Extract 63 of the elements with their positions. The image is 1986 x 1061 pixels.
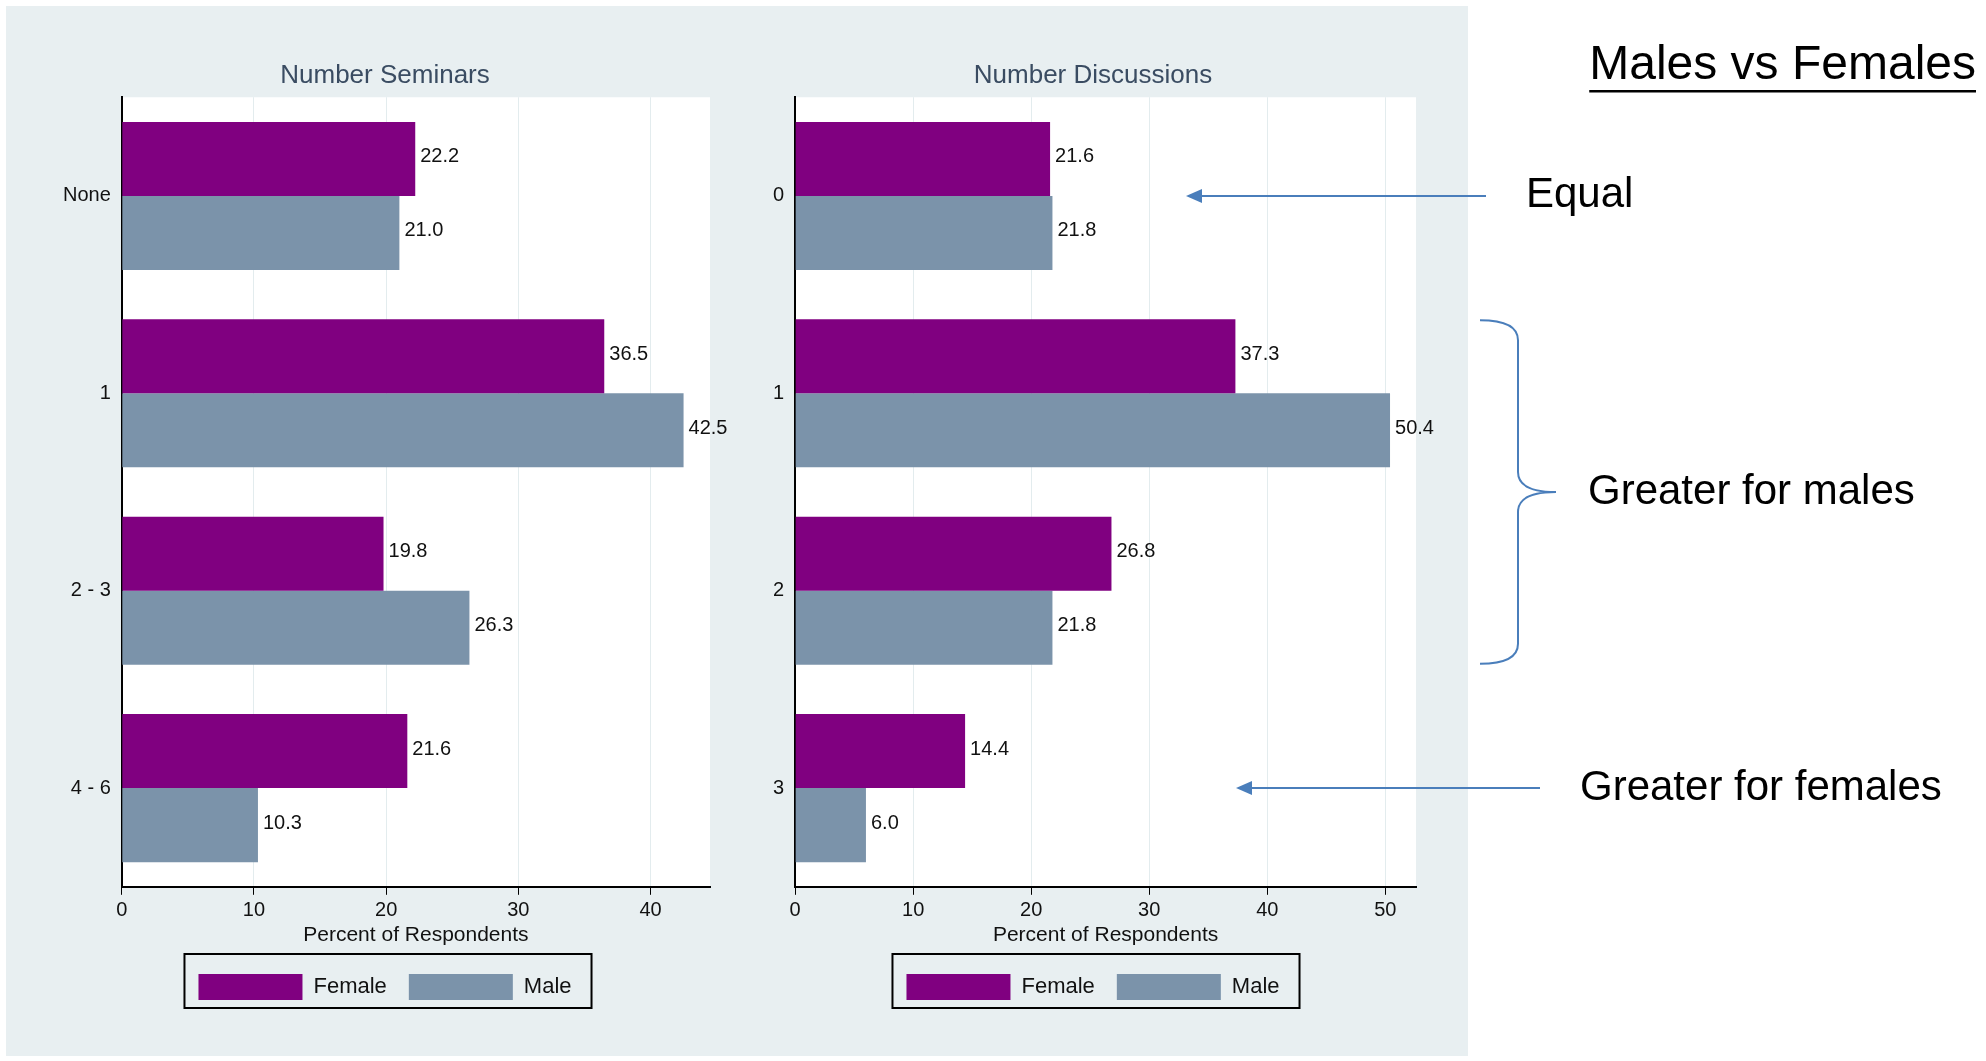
x-tick-label: 40 <box>639 898 662 921</box>
y-tick-label: 1 <box>773 380 785 403</box>
y-tick-label: 4 - 6 <box>70 775 111 798</box>
data-label: 6.0 <box>870 810 899 833</box>
chart-title: Number Seminars <box>280 58 490 89</box>
text: Greater for males <box>1588 465 1915 513</box>
bar <box>122 393 684 468</box>
data-label: 50.4 <box>1395 415 1434 438</box>
data-label: 21.8 <box>1057 218 1097 241</box>
text: Greater for females <box>1580 761 1942 809</box>
legend-label: Male <box>1231 973 1280 999</box>
text: Males vs Females <box>1589 36 1976 90</box>
data-label: 14.4 <box>970 736 1010 759</box>
bar <box>795 121 1051 196</box>
y-tick-label: 0 <box>773 183 785 206</box>
bar <box>122 714 408 789</box>
bar <box>122 121 416 196</box>
data-label: 22.2 <box>420 144 460 167</box>
x-tick-label: 50 <box>1374 898 1397 921</box>
bar <box>795 516 1112 591</box>
x-axis-title: Percent of Respondents <box>992 922 1219 946</box>
data-label: 21.6 <box>1055 144 1095 167</box>
x-tick-label: 10 <box>902 898 925 921</box>
data-label: 21.8 <box>1057 613 1097 636</box>
data-label: 37.3 <box>1240 341 1280 364</box>
y-tick-label: 2 <box>773 578 785 601</box>
y-tick-label: None <box>63 183 111 206</box>
legend-label: Female <box>1021 973 1095 999</box>
bar <box>122 319 605 394</box>
bar <box>122 516 384 591</box>
data-label: 21.6 <box>412 736 452 759</box>
data-label: 19.8 <box>388 539 428 562</box>
data-label: 26.3 <box>474 613 514 636</box>
bar <box>795 788 866 863</box>
x-tick-label: 40 <box>1256 898 1279 921</box>
bar <box>795 590 1053 665</box>
text: Equal <box>1526 169 1634 217</box>
bar <box>795 393 1391 468</box>
data-label: 36.5 <box>609 341 649 364</box>
y-tick-label: 3 <box>773 775 785 798</box>
data-label: 26.8 <box>1116 539 1156 562</box>
legend-label: Male <box>523 973 572 999</box>
data-label: 21.0 <box>404 218 444 241</box>
data-label: 42.5 <box>688 415 728 438</box>
x-tick-label: 30 <box>507 898 530 921</box>
chart-title: Number Discussions <box>973 58 1213 89</box>
bar <box>795 714 966 789</box>
legend-label: Female <box>313 973 387 999</box>
y-tick-label: 2 - 3 <box>70 578 111 601</box>
x-axis-title: Percent of Respondents <box>303 922 529 946</box>
bar <box>122 195 400 270</box>
bar <box>122 788 258 863</box>
x-tick-label: 20 <box>375 898 398 921</box>
data-label: 10.3 <box>262 810 302 833</box>
bar <box>795 195 1053 270</box>
y-tick-label: 1 <box>99 380 111 403</box>
bar <box>795 319 1236 394</box>
x-tick-label: 0 <box>789 898 801 921</box>
x-tick-label: 0 <box>116 898 128 921</box>
x-tick-label: 10 <box>242 898 266 921</box>
bar <box>122 590 470 665</box>
x-tick-label: 20 <box>1020 898 1043 921</box>
x-tick-label: 30 <box>1138 898 1161 921</box>
